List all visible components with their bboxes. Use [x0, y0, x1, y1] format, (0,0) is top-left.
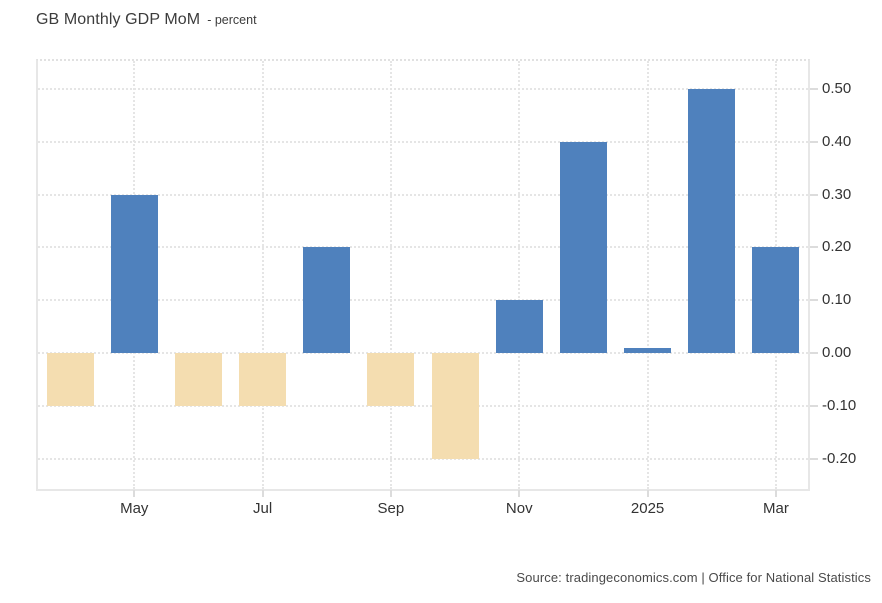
- gridline-x-Jul: [261, 61, 264, 489]
- bar-may-2024[interactable]: [110, 194, 158, 354]
- bar-sep-2024[interactable]: [367, 353, 415, 407]
- y-axis-tick-0.40: [810, 140, 818, 143]
- gridline-y-0.00: [38, 352, 808, 355]
- bar-dec-2024[interactable]: [559, 141, 607, 354]
- plot-area: [36, 59, 810, 491]
- gridline-y-0.50: [38, 87, 808, 90]
- y-axis-tick-0.00: [810, 352, 818, 355]
- gridline-y-0.30: [38, 193, 808, 196]
- y-axis-label-0.30: 0.30: [822, 185, 852, 203]
- gridline-y-0.10: [38, 299, 808, 302]
- x-axis-label-Mar: Mar: [762, 500, 789, 517]
- x-axis-tick-Jul: [261, 490, 264, 497]
- bar-feb-2025[interactable]: [688, 88, 736, 354]
- y-axis-tick-0.20: [810, 246, 818, 249]
- bar-aug-2024[interactable]: [303, 247, 351, 354]
- gridline-x-Sep: [389, 61, 392, 489]
- x-axis-label-2025: 2025: [630, 500, 665, 517]
- y-axis-label-0.50: 0.50: [822, 79, 852, 97]
- bar-nov-2024[interactable]: [495, 300, 543, 354]
- bar-jan-2025[interactable]: [624, 348, 672, 354]
- x-axis-tick-May: [133, 490, 136, 497]
- bar-jun-2024[interactable]: [174, 353, 222, 407]
- gridline-x-Nov: [518, 61, 521, 489]
- x-axis-label-Nov: Nov: [505, 500, 533, 517]
- chart-subtitle: - percent: [207, 13, 257, 27]
- y-axis-label-0.20: 0.20: [822, 238, 852, 256]
- bar-oct-2024[interactable]: [431, 353, 479, 460]
- chart-title: GB Monthly GDP MoM: [36, 11, 201, 28]
- y-axis-label--0.20: -0.20: [822, 450, 857, 468]
- y-axis-tick--0.10: [810, 405, 818, 408]
- y-axis-tick-0.30: [810, 193, 818, 196]
- x-axis-tick-2025: [646, 490, 649, 497]
- gridline-y-0.20: [38, 246, 808, 249]
- gridline-y-0.40: [38, 140, 808, 143]
- y-axis-label-0.40: 0.40: [822, 132, 852, 150]
- x-axis-tick-Mar: [774, 490, 777, 497]
- source-attribution: Source: tradingeconomics.com | Office fo…: [516, 570, 871, 585]
- y-axis-tick-0.10: [810, 299, 818, 302]
- x-axis-label-Sep: Sep: [377, 500, 405, 517]
- x-axis-label-May: May: [120, 500, 149, 517]
- x-axis-tick-Sep: [389, 490, 392, 497]
- y-axis-tick-0.50: [810, 87, 818, 90]
- y-axis-label-0.00: 0.00: [822, 344, 852, 362]
- bar-jul-2024[interactable]: [239, 353, 287, 407]
- x-axis-label-Jul: Jul: [252, 500, 273, 517]
- y-axis-tick--0.20: [810, 458, 818, 461]
- bar-apr-2024[interactable]: [46, 353, 94, 407]
- gridline-y--0.20: [38, 458, 808, 461]
- gridline-y--0.10: [38, 405, 808, 408]
- bar-mar-2025[interactable]: [752, 247, 800, 354]
- gridline-x-2025: [646, 61, 649, 489]
- x-axis-tick-Nov: [518, 490, 521, 497]
- y-axis-label-0.10: 0.10: [822, 291, 852, 309]
- y-axis-label--0.10: -0.10: [822, 397, 857, 415]
- chart-title-row: GB Monthly GDP MoM - percent: [36, 11, 257, 29]
